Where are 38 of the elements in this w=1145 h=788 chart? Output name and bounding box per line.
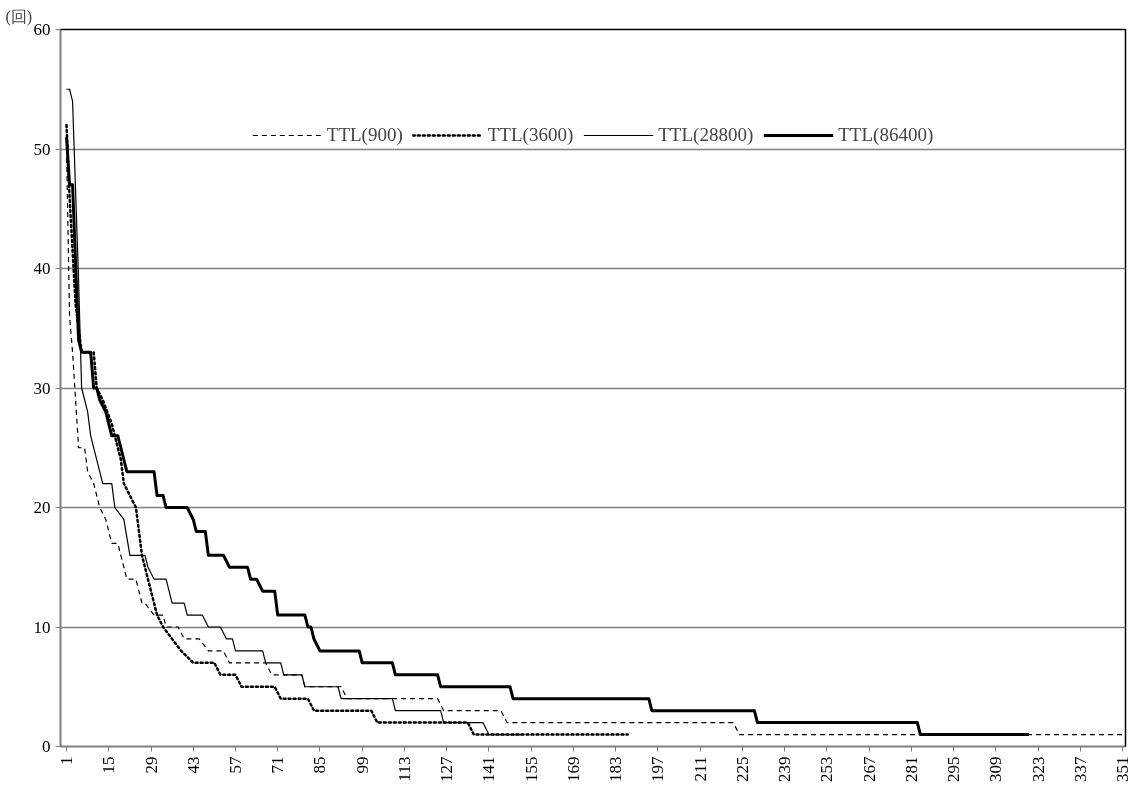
x-tick-label: 337 bbox=[1070, 756, 1090, 782]
x-tick-label: 225 bbox=[732, 756, 752, 782]
x-tick-label: 239 bbox=[775, 756, 795, 782]
y-tick-label: 40 bbox=[33, 259, 51, 278]
x-tick-label: 183 bbox=[606, 756, 626, 782]
legend-label: TTL(28800) bbox=[658, 124, 754, 146]
x-tick-label: 197 bbox=[648, 756, 668, 782]
y-tick-label: 30 bbox=[33, 378, 51, 398]
x-tick-label: 113 bbox=[394, 756, 414, 782]
y-axis-title: (回) bbox=[5, 7, 33, 26]
x-tick-label: 1 bbox=[57, 756, 77, 765]
x-tick-label: 99 bbox=[352, 756, 372, 774]
y-tick-label: 60 bbox=[33, 20, 51, 39]
y-tick-label: 10 bbox=[33, 617, 51, 637]
x-tick-label: 141 bbox=[479, 756, 499, 782]
x-tick-label: 71 bbox=[268, 756, 288, 774]
x-tick-label: 43 bbox=[183, 756, 203, 774]
x-tick-label: 15 bbox=[99, 756, 119, 774]
x-tick-label: 281 bbox=[901, 756, 921, 782]
x-tick-label: 267 bbox=[859, 756, 879, 782]
legend-label: TTL(3600) bbox=[487, 124, 574, 146]
x-tick-label: 169 bbox=[563, 756, 583, 782]
x-tick-label: 211 bbox=[690, 756, 710, 782]
x-tick-label: 295 bbox=[944, 756, 964, 782]
x-tick-label: 29 bbox=[141, 756, 161, 774]
x-tick-label: 85 bbox=[310, 756, 330, 774]
y-tick-label: 0 bbox=[42, 737, 51, 756]
x-tick-label: 351 bbox=[1112, 756, 1132, 782]
legend-label: TTL(900) bbox=[326, 124, 403, 146]
x-tick-label: 253 bbox=[817, 756, 837, 782]
x-tick-label: 127 bbox=[437, 756, 457, 782]
x-tick-label: 155 bbox=[521, 756, 541, 782]
legend-label: TTL(86400) bbox=[838, 124, 934, 146]
x-tick-label: 323 bbox=[1028, 756, 1048, 782]
x-tick-label: 57 bbox=[225, 756, 245, 774]
x-tick-label: 309 bbox=[986, 756, 1006, 782]
y-tick-label: 50 bbox=[33, 139, 51, 159]
y-tick-label: 20 bbox=[33, 498, 51, 517]
